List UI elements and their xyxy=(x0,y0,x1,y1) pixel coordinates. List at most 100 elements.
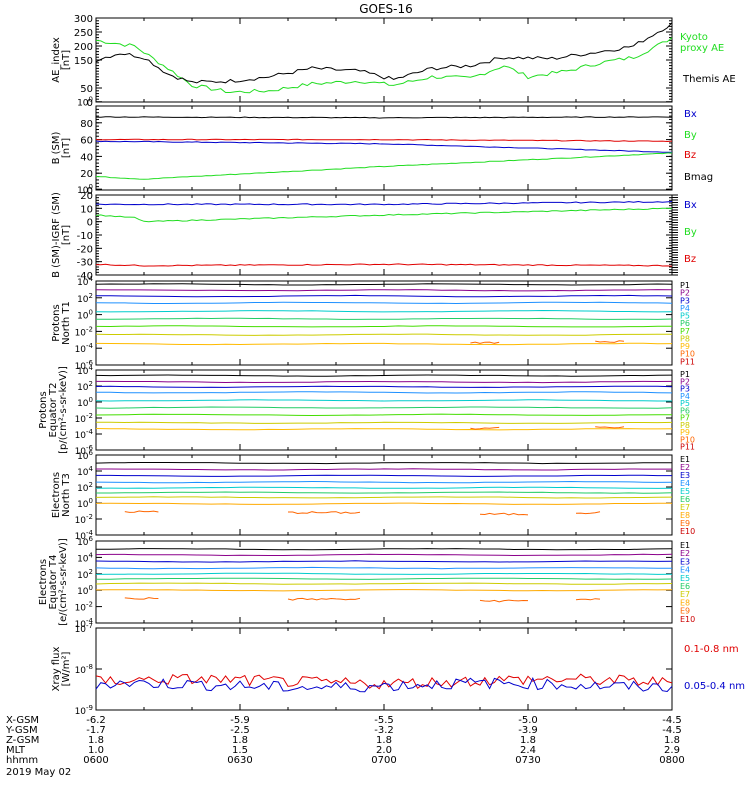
legend-label: Bz xyxy=(684,254,696,265)
channel-line-p1 xyxy=(95,283,673,286)
sparse-channel-segment xyxy=(470,426,500,430)
panel-frame xyxy=(95,454,673,536)
y-tick-label: 10-4 xyxy=(75,617,94,630)
x-row-label: MLT xyxy=(6,745,26,756)
channel-line-e4 xyxy=(95,566,672,570)
channel-line-p9 xyxy=(95,342,673,346)
x-row-value: 2.9 xyxy=(664,745,680,756)
legend-label: P9 xyxy=(680,342,690,351)
x-row-value: 0800 xyxy=(659,755,684,766)
legend-label: E6 xyxy=(680,582,690,591)
y-axis-label: Protons xyxy=(51,304,62,341)
y-tick-label: 10-4 xyxy=(75,428,94,441)
x-row-value: 2.4 xyxy=(520,745,536,756)
x-row-value: -2.5 xyxy=(230,725,250,736)
x-row-value: 0600 xyxy=(83,755,108,766)
sparse-channel-segment xyxy=(479,512,529,516)
x-row-label: X-GSM xyxy=(6,715,39,726)
channel-line-p9 xyxy=(95,428,673,431)
y-axis-label: Electrons xyxy=(38,559,49,605)
channel-line-e6 xyxy=(96,577,673,580)
legend-label: E6 xyxy=(680,495,690,504)
y-tick-label: 200 xyxy=(74,42,93,53)
y-tick-label: 10-2 xyxy=(75,513,93,526)
y-tick-label: 104 xyxy=(77,465,93,478)
x-row-value: 1.8 xyxy=(232,735,248,746)
legend-label: P5 xyxy=(680,399,690,408)
channel-line-p7 xyxy=(95,325,672,328)
x-row-value: -5.9 xyxy=(230,715,250,726)
channel-line-e1 xyxy=(95,462,672,465)
channel-line-e2 xyxy=(95,553,673,557)
y-tick-label: 102 xyxy=(77,568,93,581)
panel-2: B (SM) [nT] Bx By Bz Bmag xyxy=(51,105,713,191)
y-tick-label: 50 xyxy=(80,84,93,95)
legend-label: Bz xyxy=(684,150,696,161)
channel-line-p1 xyxy=(95,374,673,377)
y-tick-label: 106 xyxy=(77,535,93,548)
legend-label: E9 xyxy=(680,519,690,528)
y-tick-label: 80 xyxy=(80,119,93,130)
channel-line-p6 xyxy=(95,406,673,409)
channel-line-e5 xyxy=(95,572,673,575)
x-row-value: 1.5 xyxy=(232,745,248,756)
y-tick-label: 10-4 xyxy=(75,529,94,542)
channel-line-p7 xyxy=(95,413,672,417)
y-axis-label: AE_index xyxy=(51,37,62,83)
x-row-value: -5.0 xyxy=(518,715,538,726)
legend-label: E8 xyxy=(680,598,690,607)
y-tick-label: 104 xyxy=(77,275,93,288)
channel-line-e5 xyxy=(95,486,673,489)
y-axis-label: North T1 xyxy=(61,301,72,345)
legend-label: Themis AE xyxy=(682,74,736,85)
x-row-value: 1.8 xyxy=(88,735,104,746)
channel-line-e8 xyxy=(95,589,673,592)
legend-label: P4 xyxy=(680,304,690,313)
panel-frame xyxy=(95,540,673,624)
legend-label: E7 xyxy=(680,590,690,599)
legend-label: Bx xyxy=(684,200,697,211)
legend-label: E4 xyxy=(680,566,690,575)
legend-label: P11 xyxy=(680,357,695,366)
panel-frame xyxy=(95,280,673,366)
x-row-value: 1.8 xyxy=(664,735,680,746)
series-line-0-05-0-4-nm xyxy=(95,676,673,693)
y-axis-label: B (SM)-IGRF (SM) xyxy=(51,192,62,278)
legend-label: E2 xyxy=(680,549,690,558)
y-tick-label: 10-8 xyxy=(75,663,93,676)
y-tick-label: 40 xyxy=(80,152,93,163)
channel-line-e1 xyxy=(96,548,673,551)
series-line-bx xyxy=(95,200,673,206)
channel-line-e3 xyxy=(95,560,673,563)
y-tick-label: -10 xyxy=(77,231,93,242)
sparse-channel-segment xyxy=(479,599,529,603)
legend-label: E1 xyxy=(680,455,690,464)
y-tick-label: 60 xyxy=(80,136,93,147)
channel-line-p2 xyxy=(96,380,673,384)
series-line-by xyxy=(95,207,673,223)
panel-frame xyxy=(95,627,673,711)
channel-line-p2 xyxy=(95,289,673,292)
y-axis-label: [e/(cm²-s-sr-keV)] xyxy=(58,538,69,626)
panel-frame xyxy=(95,194,673,276)
series-line-by xyxy=(95,152,673,180)
channel-line-e7 xyxy=(95,582,673,585)
channel-line-p5 xyxy=(95,399,672,402)
x-row-label: hhmm xyxy=(6,755,38,766)
series-line-bmag xyxy=(95,116,673,119)
legend-label: P10 xyxy=(680,350,695,359)
x-row-value: 1.8 xyxy=(376,735,392,746)
y-tick-label: 10-2 xyxy=(75,601,93,614)
legend-label: E7 xyxy=(680,503,690,512)
y-tick-label: 250 xyxy=(74,28,93,39)
legend-label: P6 xyxy=(680,406,690,415)
legend-label: 0.05-0.4 nm xyxy=(684,681,745,692)
series-line-0-1-0-8-nm xyxy=(95,673,673,690)
y-axis-label: B (SM) xyxy=(51,131,62,164)
y-tick-label: 20 xyxy=(80,191,93,202)
legend-label: P11 xyxy=(680,443,695,452)
sparse-channel-segment xyxy=(124,510,159,513)
